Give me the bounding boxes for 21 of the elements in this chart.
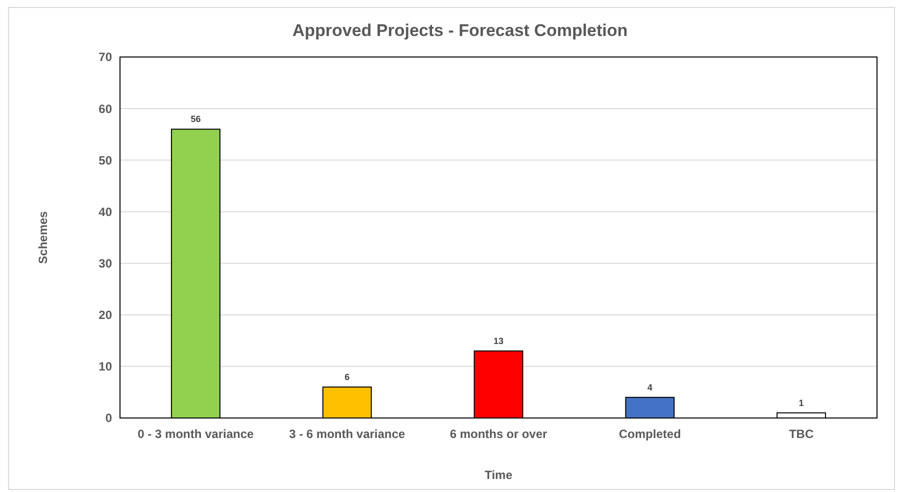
y-tick-label: 10: [98, 360, 112, 374]
data-label: 56: [190, 114, 201, 124]
x-tick-label: Completed: [618, 427, 681, 441]
x-tick-label: TBC: [788, 427, 814, 441]
x-tick-label: 6 months or over: [450, 427, 548, 441]
y-axis-title: Schemes: [36, 210, 50, 264]
y-tick-label: 50: [98, 153, 112, 168]
x-tick-label: 3 - 6 month variance: [289, 427, 406, 441]
y-tick-label: 0: [105, 411, 112, 426]
data-label: 13: [493, 336, 504, 346]
y-tick-label: 60: [98, 102, 112, 116]
y-tick-label: 20: [98, 308, 112, 322]
y-tick-label: 70: [98, 50, 112, 64]
data-label: 6: [344, 372, 350, 382]
y-tick-label: 40: [98, 204, 112, 219]
x-tick-label: 0 - 3 month variance: [138, 427, 254, 441]
y-tick-label: 30: [98, 256, 112, 270]
x-axis-title: Time: [484, 468, 513, 482]
chart-title: Approved Projects - Forecast Completion: [292, 21, 628, 40]
data-label: 1: [798, 398, 804, 408]
data-label: 4: [647, 382, 652, 392]
